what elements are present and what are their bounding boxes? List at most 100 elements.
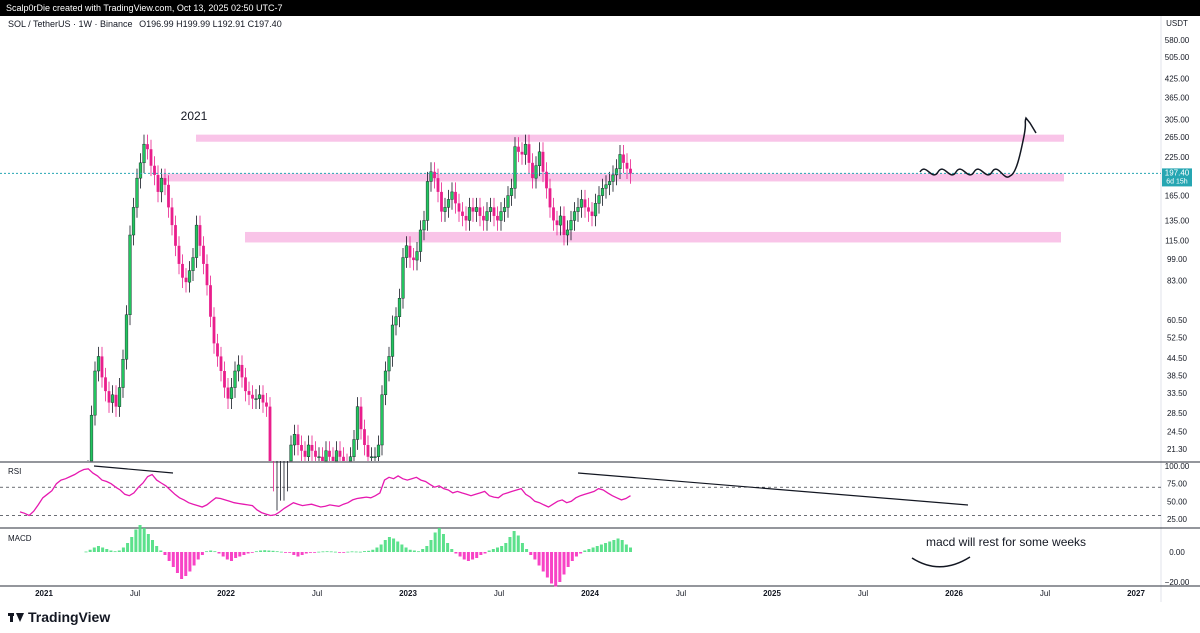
macd-histogram-bar bbox=[121, 547, 125, 552]
macd-histogram-bar bbox=[400, 544, 404, 552]
candle bbox=[187, 261, 192, 293]
macd-histogram-bar bbox=[126, 543, 130, 552]
macd-histogram-bar bbox=[417, 551, 421, 553]
candle-body bbox=[191, 257, 195, 271]
candle bbox=[363, 419, 366, 456]
candle-body bbox=[257, 394, 262, 399]
macd-histogram-bar bbox=[175, 552, 179, 573]
candle-body bbox=[236, 364, 241, 372]
candle-body bbox=[492, 207, 496, 216]
candle-body bbox=[229, 387, 234, 399]
candle bbox=[593, 193, 598, 227]
tradingview-logo[interactable]: TradingView bbox=[8, 609, 110, 625]
macd-histogram-bar bbox=[329, 551, 333, 553]
rsi-tick-label: 25.00 bbox=[1167, 515, 1188, 524]
candle bbox=[401, 248, 405, 309]
candle bbox=[202, 236, 205, 275]
candle-body bbox=[625, 162, 629, 169]
candle-body bbox=[572, 211, 577, 221]
candle-body bbox=[131, 207, 136, 236]
candle bbox=[366, 435, 370, 461]
candle-body bbox=[369, 456, 374, 458]
macd-histogram-bar bbox=[441, 534, 445, 552]
candle-body bbox=[167, 184, 170, 208]
macd-histogram-bar bbox=[192, 552, 196, 566]
candle-body bbox=[474, 207, 479, 212]
macd-histogram-bar bbox=[205, 551, 209, 553]
candle-body bbox=[202, 245, 205, 264]
candle-body bbox=[555, 220, 559, 226]
candle bbox=[96, 346, 101, 382]
candle-body bbox=[233, 370, 237, 388]
candle bbox=[558, 206, 563, 236]
candle bbox=[541, 142, 545, 183]
candle bbox=[443, 197, 447, 222]
candle-body bbox=[244, 377, 247, 392]
candle bbox=[233, 361, 237, 398]
candle-body bbox=[128, 234, 132, 315]
candle bbox=[331, 447, 335, 461]
macd-histogram-bar bbox=[491, 549, 495, 552]
macd-histogram-bar bbox=[383, 540, 387, 552]
price-tick-label: 305.00 bbox=[1165, 116, 1190, 125]
candle bbox=[488, 197, 493, 222]
candle bbox=[240, 355, 244, 388]
candle-body bbox=[93, 370, 97, 416]
rsi-tick-label: 75.00 bbox=[1167, 480, 1188, 489]
candle bbox=[219, 346, 223, 382]
candle bbox=[114, 385, 118, 417]
rsi-label: RSI bbox=[8, 467, 21, 476]
macd-histogram-bar bbox=[525, 549, 529, 552]
candle-body bbox=[194, 224, 199, 258]
time-tick-label: Jul bbox=[676, 589, 686, 598]
candle-body bbox=[576, 207, 580, 212]
candle bbox=[296, 424, 300, 456]
candle bbox=[590, 202, 594, 227]
time-tick-label: Jul bbox=[494, 589, 504, 598]
candle bbox=[425, 171, 430, 231]
candle-body bbox=[174, 225, 177, 246]
candle bbox=[446, 189, 451, 218]
candle-body bbox=[496, 215, 499, 221]
candle-body bbox=[300, 444, 303, 451]
price-tick-label: 38.50 bbox=[1167, 372, 1188, 381]
candle-body bbox=[107, 391, 111, 403]
candle bbox=[622, 144, 625, 174]
price-tick-label: 99.00 bbox=[1167, 255, 1188, 264]
candle bbox=[261, 385, 265, 413]
macd-histogram-bar bbox=[234, 552, 238, 558]
candle bbox=[597, 186, 601, 214]
candle-body bbox=[121, 359, 125, 388]
macd-histogram-bar bbox=[362, 551, 366, 552]
candle bbox=[461, 202, 464, 227]
macd-histogram-bar bbox=[500, 546, 504, 552]
rsi-trendline-2 bbox=[577, 472, 969, 506]
candle bbox=[457, 193, 461, 222]
macd-histogram-bar bbox=[516, 535, 520, 552]
macd-tick-label: −20.00 bbox=[1165, 578, 1190, 587]
macd-histogram-bar bbox=[209, 550, 213, 552]
candle bbox=[390, 315, 395, 367]
candle bbox=[128, 225, 132, 326]
chart-area[interactable]: 580.00 505.00 425.00 365.00 305.00 265.00 225.… bbox=[0, 16, 1200, 602]
macd-histogram-bar bbox=[379, 544, 383, 552]
candle-body bbox=[461, 211, 464, 216]
candle-body bbox=[209, 285, 212, 317]
candle bbox=[170, 197, 174, 236]
macd-histogram-bar bbox=[346, 551, 350, 553]
candle-body bbox=[212, 316, 216, 344]
macd-histogram-bar bbox=[616, 538, 620, 552]
macd-histogram-bar bbox=[338, 552, 342, 553]
candle bbox=[254, 389, 258, 409]
candle bbox=[579, 189, 584, 218]
candle-body bbox=[198, 225, 202, 246]
candle-body bbox=[216, 343, 219, 357]
candle bbox=[310, 435, 314, 461]
candle bbox=[412, 248, 415, 271]
candle-body bbox=[355, 406, 360, 440]
candle-body bbox=[509, 188, 514, 196]
macd-histogram-bar bbox=[263, 550, 267, 552]
price-tick-label: 33.50 bbox=[1167, 389, 1188, 398]
macd-histogram-bar bbox=[354, 551, 358, 553]
price-tick-label: 115.00 bbox=[1165, 236, 1189, 245]
